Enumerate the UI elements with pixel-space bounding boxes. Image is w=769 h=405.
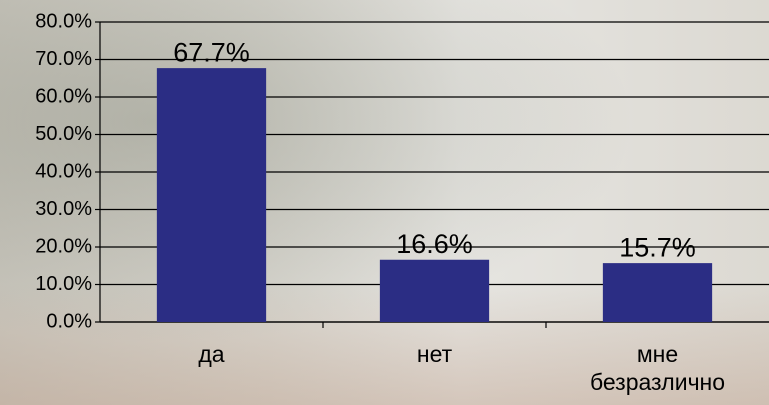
data-label: 16.6% [396,229,473,259]
y-tick-label: 60.0% [35,85,92,107]
y-tick-label: 50.0% [35,123,92,145]
x-tick-label: нет [416,341,453,367]
bar [379,259,490,322]
bar [602,263,713,322]
y-tick-label: 80.0% [35,10,92,32]
y-tick-label: 10.0% [35,273,92,295]
x-tick-label: мне безразлично [589,341,726,395]
bar [156,68,267,322]
y-tick-label: 30.0% [35,198,92,220]
y-tick-label: 40.0% [35,160,92,182]
y-tick-label: 20.0% [35,235,92,257]
data-label: 67.7% [173,37,250,67]
data-label: 15.7% [619,232,696,262]
y-tick-label: 70.0% [35,48,92,70]
y-tick-label: 0.0% [46,310,92,332]
x-tick-label: да [198,341,225,367]
